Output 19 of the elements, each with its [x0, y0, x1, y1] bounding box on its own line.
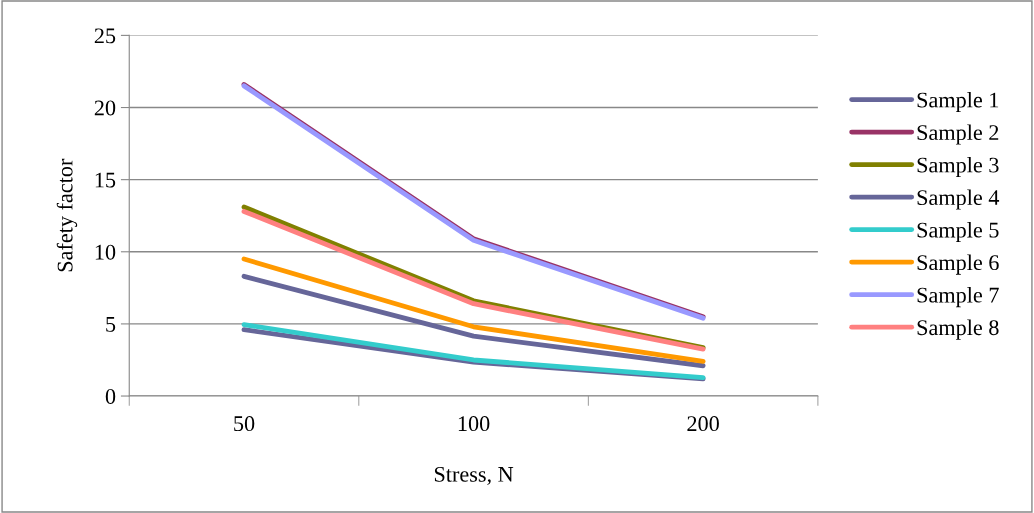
y-tick-label: 20	[94, 100, 116, 116]
x-tick-label: 50	[234, 416, 255, 432]
x-tick-label: 100	[458, 416, 490, 432]
legend-label: Sample 6	[917, 254, 999, 275]
y-tick-label: 25	[94, 28, 116, 44]
legend-label: Sample 8	[917, 319, 999, 340]
y-tick-label: 5	[106, 317, 116, 332]
legend-label: Sample 2	[917, 124, 999, 145]
legend-label: Sample 5	[917, 221, 999, 243]
legend-label: Sample 7	[917, 286, 999, 308]
y-tick-label: 10	[95, 244, 116, 260]
y-axis-title: Safety factor	[56, 158, 78, 272]
legend-label: Sample 1	[917, 91, 999, 113]
legend-label: Sample 3	[917, 156, 999, 178]
y-tick-label: 15	[95, 172, 116, 188]
y-tick-label: 0	[105, 388, 116, 404]
legend-label: Sample 4	[917, 189, 1000, 210]
x-tick-label: 200	[687, 416, 719, 432]
x-axis-title: Stress, N	[434, 466, 514, 486]
